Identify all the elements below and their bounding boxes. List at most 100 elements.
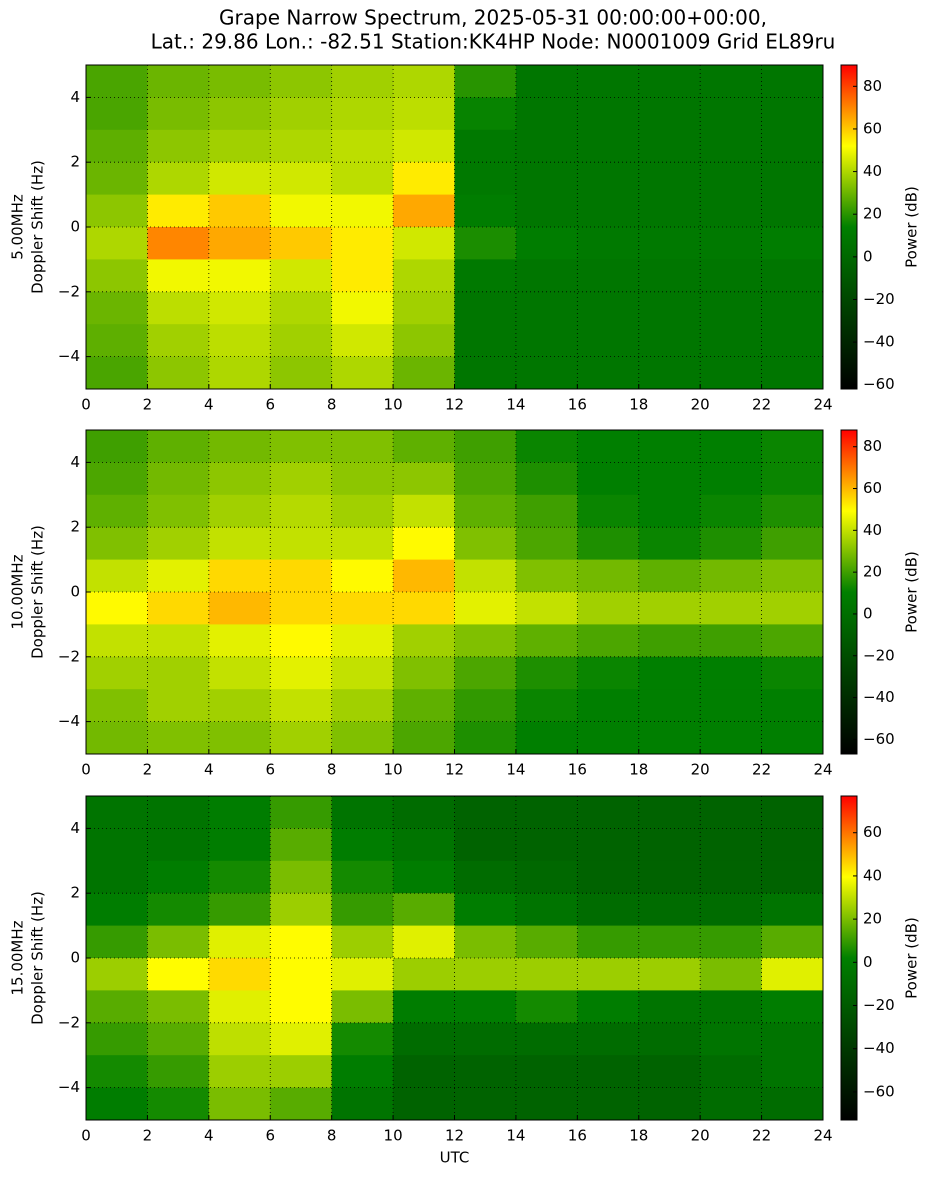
heat-cell — [454, 860, 517, 894]
heat-cell — [331, 356, 394, 390]
heat-cell — [331, 1022, 394, 1056]
heat-cell — [208, 227, 271, 260]
heat-cell — [208, 828, 271, 862]
heat-cell — [638, 990, 701, 1024]
heat-cell — [761, 721, 824, 755]
heat-cell — [331, 324, 394, 358]
colorbar — [840, 64, 858, 390]
heat-cell — [270, 162, 333, 196]
heat-cell — [208, 430, 271, 463]
heat-cell — [700, 893, 763, 927]
colorbar-tick-label: 60 — [863, 119, 882, 137]
heat-cell — [577, 162, 640, 196]
heat-cell — [515, 259, 578, 293]
heat-cell — [700, 97, 763, 131]
heat-cell — [761, 527, 824, 561]
heat-cell — [761, 129, 824, 163]
heat-cell — [393, 356, 455, 390]
heat-cell — [515, 592, 578, 625]
heat-cell — [331, 494, 394, 528]
heat-cell — [86, 1087, 148, 1121]
heat-cell — [454, 462, 517, 496]
x-tick-label: 14 — [506, 396, 525, 414]
colorbar — [840, 429, 858, 755]
heat-cell — [454, 291, 517, 325]
heat-cell — [454, 1055, 517, 1089]
heat-cell — [638, 97, 701, 131]
heat-cell — [331, 430, 394, 463]
y-tick-label: 2 — [70, 884, 80, 902]
heat-cell — [515, 430, 578, 463]
heat-cell — [270, 796, 333, 829]
heat-cell — [515, 1087, 578, 1121]
heat-cell — [700, 1022, 763, 1056]
heat-cell — [638, 162, 701, 196]
heat-cell — [393, 958, 455, 991]
heat-cell — [454, 430, 517, 463]
heat-cell — [638, 291, 701, 325]
x-tick-label: 24 — [813, 396, 832, 414]
heat-cell — [577, 624, 640, 658]
heat-cell — [638, 592, 701, 625]
heat-cell — [700, 291, 763, 325]
heat-cell — [331, 129, 394, 163]
heat-cell — [700, 559, 763, 593]
x-tick-label: 20 — [691, 1127, 710, 1145]
heat-cell — [638, 65, 701, 98]
heat-cell — [147, 656, 210, 690]
heat-cell — [454, 893, 517, 927]
heat-cell — [761, 559, 824, 593]
heat-cell — [270, 194, 333, 228]
heat-cell — [454, 925, 517, 959]
heat-cell — [331, 721, 394, 755]
heat-cell — [515, 291, 578, 325]
heat-cell — [270, 430, 333, 463]
heat-cell — [700, 65, 763, 98]
heat-cell — [454, 828, 517, 862]
colorbar — [840, 795, 858, 1121]
heat-cell — [761, 324, 824, 358]
heat-cell — [577, 893, 640, 927]
x-tick-label: 8 — [327, 396, 337, 414]
heat-cell — [515, 494, 578, 528]
heat-cell — [208, 291, 271, 325]
heat-cell — [331, 796, 394, 829]
heat-cell — [761, 958, 824, 991]
x-tick-label: 16 — [568, 396, 587, 414]
y-tick-label: 4 — [70, 453, 80, 471]
heat-cell — [393, 65, 455, 98]
heat-cell — [270, 990, 333, 1024]
heat-cell — [147, 925, 210, 959]
heat-cell — [270, 259, 333, 293]
heat-cell — [761, 656, 824, 690]
heat-cell — [86, 356, 148, 390]
x-tick-label: 22 — [752, 761, 771, 779]
x-tick-label: 10 — [384, 1127, 403, 1145]
x-tick-label: 20 — [691, 396, 710, 414]
x-tick-label: 4 — [204, 396, 214, 414]
heat-cell — [393, 893, 455, 927]
x-tick-label: 4 — [204, 761, 214, 779]
colorbar-tick-label: 60 — [863, 823, 882, 841]
heat-cell — [577, 494, 640, 528]
colorbar-tick-label: 20 — [863, 205, 882, 223]
heat-cell — [270, 291, 333, 325]
heat-cell — [331, 689, 394, 723]
x-tick-label: 8 — [327, 1127, 337, 1145]
heat-cell — [577, 129, 640, 163]
heat-cell — [208, 796, 271, 829]
heat-cell — [515, 796, 578, 829]
heat-cell — [208, 559, 271, 593]
heat-cell — [331, 656, 394, 690]
x-tick-label: 10 — [384, 761, 403, 779]
heat-cell — [86, 162, 148, 196]
heat-cell — [700, 1087, 763, 1121]
heat-cell — [393, 828, 455, 862]
y-axis-label: Doppler Shift (Hz) — [29, 160, 47, 294]
heat-cell — [393, 97, 455, 131]
heat-cell — [454, 227, 517, 260]
heat-cell — [515, 227, 578, 260]
heat-cell — [208, 689, 271, 723]
heat-cell — [761, 893, 824, 927]
heat-cell — [515, 324, 578, 358]
